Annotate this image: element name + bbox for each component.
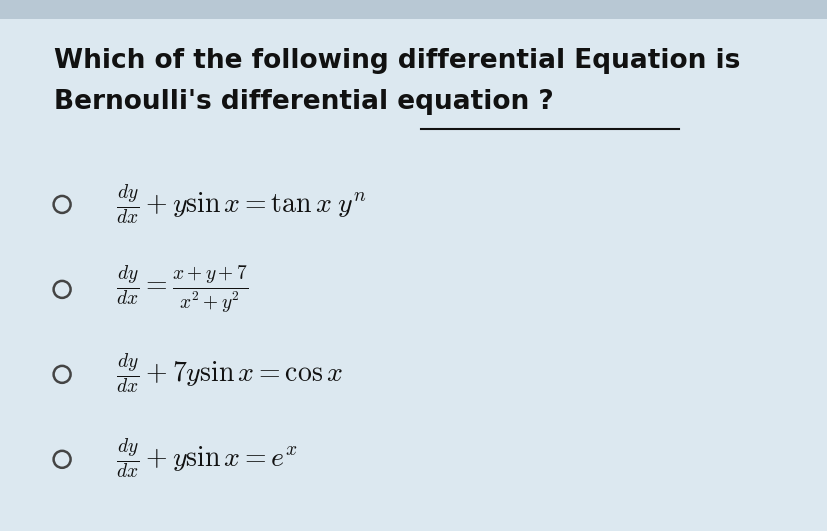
Bar [0, 0, 827, 19]
Text: Which of the following differential Equation is: Which of the following differential Equa… [54, 48, 739, 74]
Text: $\frac{dy}{dx} = \frac{x + y + 7}{x^2 + y^2}$: $\frac{dy}{dx} = \frac{x + y + 7}{x^2 + … [116, 263, 248, 315]
Text: $\frac{dy}{dx} + y\sin x = \tan x\; y^{n}$: $\frac{dy}{dx} + y\sin x = \tan x\; y^{n… [116, 182, 366, 227]
Text: $\frac{dy}{dx} + y\sin x = e^{x}$: $\frac{dy}{dx} + y\sin x = e^{x}$ [116, 437, 298, 482]
Text: Bernoulli's differential equation ?: Bernoulli's differential equation ? [54, 89, 553, 115]
Text: $\frac{dy}{dx} + 7y\sin x = \cos x$: $\frac{dy}{dx} + 7y\sin x = \cos x$ [116, 352, 342, 397]
